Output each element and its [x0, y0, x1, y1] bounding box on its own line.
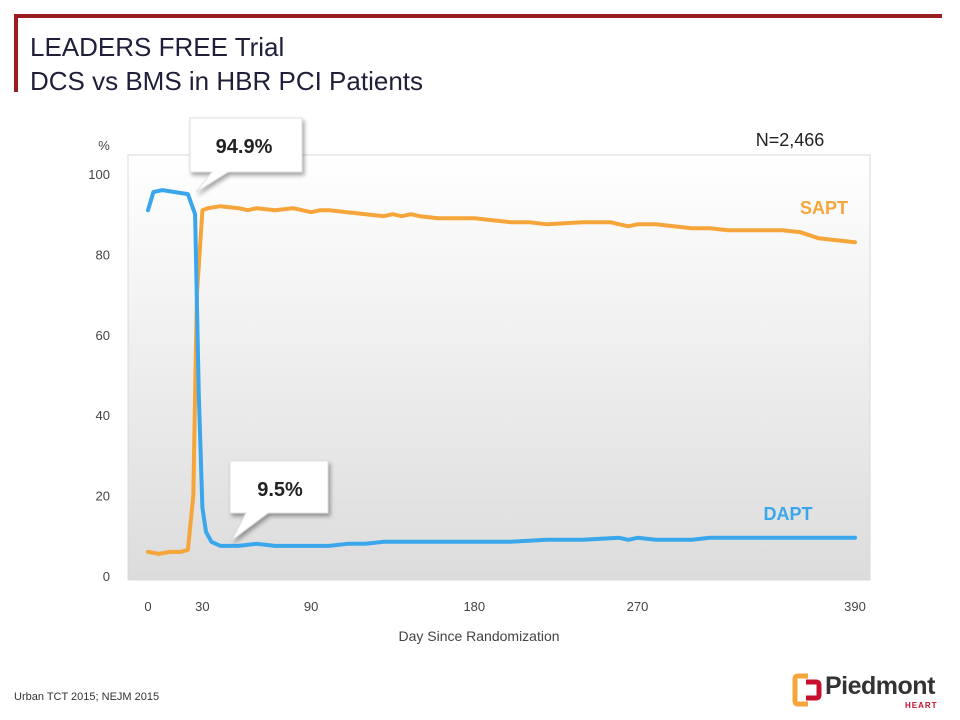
- y-tick-label: 60: [96, 328, 110, 343]
- annotation-callout-dapt-peak: 94.9%: [189, 117, 303, 193]
- x-tick-label: 390: [844, 599, 866, 614]
- y-tick-label: 80: [96, 247, 110, 262]
- series-line-dapt: [146, 188, 857, 548]
- y-tick-label: 0: [103, 569, 110, 584]
- x-tick-label: 270: [627, 599, 649, 614]
- piedmont-bracket-icon: [792, 673, 822, 707]
- series-line-sapt: [146, 204, 857, 556]
- logo-subtitle: HEART: [905, 701, 938, 710]
- piedmont-logo: Piedmont HEART: [792, 670, 942, 710]
- footnote: Urban TCT 2015; NEJM 2015: [14, 691, 160, 703]
- annotation-text-peak: 94.9%: [216, 136, 273, 158]
- header-rule-top: [14, 14, 942, 18]
- x-tick-label: 90: [304, 599, 318, 614]
- x-tick-label: 180: [463, 599, 485, 614]
- x-tick-label: 30: [195, 599, 209, 614]
- y-tick-label: 100: [88, 167, 110, 182]
- annotation-callout-dapt-low: 9.5%: [229, 460, 329, 541]
- x-tick-label: 0: [144, 599, 151, 614]
- x-axis-ticks: 0 30 90 180 270 390: [144, 599, 865, 614]
- page-title: LEADERS FREE Trial DCS vs BMS in HBR PCI…: [30, 30, 423, 98]
- title-line-2: DCS vs BMS in HBR PCI Patients: [30, 66, 423, 96]
- y-tick-label: 40: [96, 408, 110, 423]
- series-label-dapt: DAPT: [764, 504, 813, 524]
- annotation-text-low: 9.5%: [257, 479, 303, 501]
- series-group: [146, 188, 857, 556]
- y-axis-label: %: [98, 138, 110, 153]
- series-label-sapt: SAPT: [800, 198, 848, 218]
- x-axis-label: Day Since Randomization: [398, 628, 559, 644]
- sample-size-label: N=2,466: [756, 130, 825, 150]
- y-axis-ticks: 0 20 40 60 80 100: [88, 167, 110, 584]
- plot-area: [127, 154, 871, 581]
- header-rule-left: [14, 14, 18, 92]
- logo-text: Piedmont: [825, 672, 935, 700]
- y-tick-label: 20: [96, 489, 110, 504]
- title-line-1: LEADERS FREE Trial: [30, 32, 285, 62]
